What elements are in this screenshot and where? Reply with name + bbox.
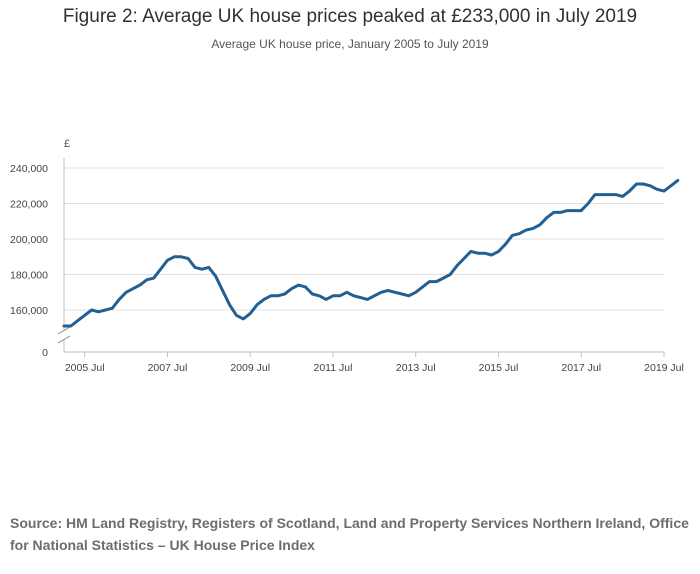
x-tick-label: 2015 Jul xyxy=(479,362,519,374)
series-layer xyxy=(62,178,680,328)
x-tick-label: 2005 Jul xyxy=(65,362,105,374)
y-tick-label: 200,000 xyxy=(10,234,48,246)
source-note: Source: HM Land Registry, Registers of S… xyxy=(10,515,689,553)
y-tick-label: 220,000 xyxy=(10,199,48,211)
x-tick-label: 2009 Jul xyxy=(230,362,270,374)
y-tick-label: 0 xyxy=(42,347,48,359)
y-axis-unit-label: £ xyxy=(64,138,70,150)
chart-subtitle: Average UK house price, January 2005 to … xyxy=(211,37,489,51)
x-tick-label: 2011 Jul xyxy=(314,362,353,374)
y-tick-label: 160,000 xyxy=(10,305,48,317)
chart-title: Figure 2: Average UK house prices peaked… xyxy=(62,6,638,27)
x-tick-label: 2017 Jul xyxy=(561,362,601,374)
series-line-average-uk-house-price xyxy=(62,178,680,328)
axis-break-mark xyxy=(57,335,71,344)
axes: 0 160,000 180,000 200,000 220,000 240,000 £200… xyxy=(10,138,684,374)
gridlines xyxy=(64,167,664,311)
y-tick-label: 180,000 xyxy=(10,270,48,282)
x-tick-label: 2019 Jul xyxy=(644,362,684,374)
y-tick-label: 240,000 xyxy=(10,163,48,175)
x-tick-label: 2007 Jul xyxy=(148,362,188,374)
line-chart: 0 160,000 180,000 200,000 220,000 240,000 £200… xyxy=(10,138,684,374)
axis-break-mark xyxy=(57,326,71,335)
x-tick-label: 2013 Jul xyxy=(396,362,436,374)
